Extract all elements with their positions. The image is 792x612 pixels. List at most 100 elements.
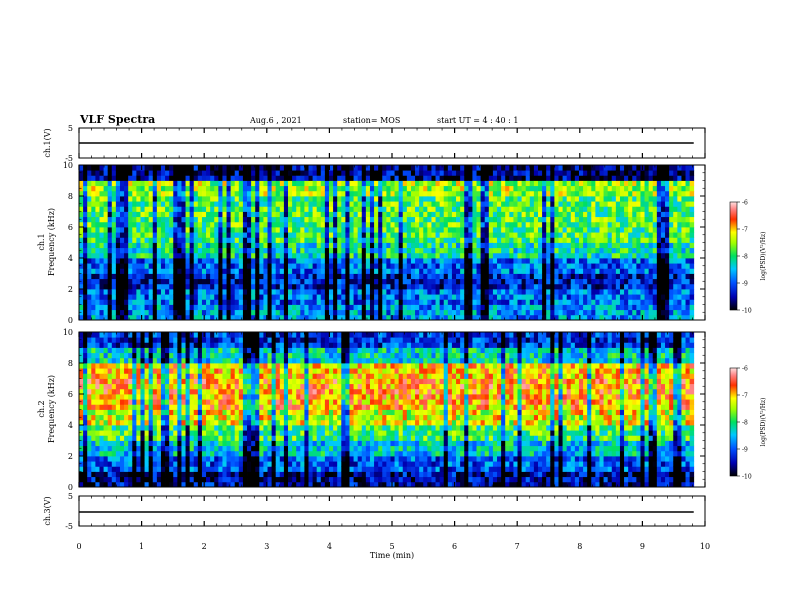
spectrogram-cell [230,227,236,233]
spectrogram-cell [304,170,309,176]
spectrogram-cell [251,252,256,259]
spectrogram-cell [472,289,477,295]
spectrogram-cell [349,201,354,207]
spectrogram-cell [665,216,670,223]
spectrogram-cell [468,185,473,192]
spectrogram-cell [165,227,170,233]
spectrogram-cell [640,283,645,290]
spectrogram-cell [394,190,400,197]
spectrogram-cell [193,299,199,305]
spectrogram-cell [517,268,523,274]
spectrogram-cell [247,273,252,280]
spectrogram-cell [468,289,473,295]
spectrogram-cell [283,216,289,223]
spectrogram-cell [624,196,629,202]
spectrogram-cell [99,378,104,385]
spectrogram-cell [456,180,461,187]
spectrogram-cell [574,268,580,274]
spectrogram-cell [587,206,592,212]
spectrogram-cell [341,196,346,202]
spectrogram-cell [103,206,109,212]
spectrogram-cell [218,206,223,212]
spectrogram-cell [247,175,252,181]
spectrogram-cell [79,273,84,280]
spectrogram-cell [550,211,555,218]
spectrogram-cell [353,185,359,192]
spectrogram-cell [566,252,572,259]
spectrogram-cell [308,242,313,249]
spectrogram-cell [439,294,445,300]
spectrogram-cell [464,237,469,243]
spectrogram-cell [542,294,547,300]
spectrogram-cell [124,242,129,249]
spectrogram-cell [103,170,109,176]
spectrogram-cell [595,273,600,280]
spectrogram-cell [242,196,248,202]
spectrogram-cell [308,190,313,197]
spectrogram-cell [628,304,633,311]
spectrogram-cell [271,175,277,181]
header-date: Aug.6 , 2021 [249,116,302,125]
spectrogram-cell [111,289,117,295]
spectrogram-cell [599,175,604,181]
spectrogram-cell [660,278,666,285]
spectrogram-cell [189,190,195,197]
spectrogram-cell [681,175,686,181]
spectrogram-cell [406,294,412,300]
spectrogram-cell [144,242,150,249]
spectrogram-cell [636,232,641,238]
spectrogram-cell [406,196,412,202]
spectrogram-cell [83,258,88,264]
spectrogram-cell [562,263,568,269]
spectrogram-cell [119,221,125,228]
spectrogram-cell [79,357,84,364]
spectrogram-cell [87,190,92,197]
spectrogram-cell [480,289,486,295]
spectrogram-cell [583,175,588,181]
spectrogram-cell [591,278,596,285]
spectrogram-cell [570,175,576,181]
spectrogram-cell [390,273,395,280]
ch1-spectrogram-ylabel-channel: ch.1 [37,233,46,250]
spectrogram-cell [140,299,145,305]
spectrogram-cell [324,170,330,176]
spectrogram-cell [83,304,88,311]
spectrogram-cell [312,175,318,181]
spectrogram-cell [439,227,445,233]
spectrogram-cell [132,206,137,212]
spectrogram-cell [275,263,281,269]
spectrogram-cell [660,237,666,243]
spectrogram-cell [128,206,133,212]
spectrogram-cell [316,180,322,187]
spectrogram-cell [345,216,350,223]
spectrogram-cell [189,263,195,269]
spectrogram-cell [263,263,268,269]
spectrogram-cell [406,263,412,269]
spectrogram-cell [480,252,486,259]
spectrogram-cell [558,232,563,238]
spectrogram-cell [136,232,141,238]
spectrogram-cell [431,196,436,202]
spectrogram-cell [267,216,273,223]
spectrogram-cell [398,165,404,171]
spectrogram-cell [206,294,211,300]
spectrogram-cell [472,263,477,269]
spectrogram-cell [124,252,129,259]
spectrogram-cell [353,278,359,285]
spectrogram-cell [242,170,248,176]
spectrogram-cell [443,221,449,228]
spectrogram-cell [681,170,686,176]
spectrogram-cell [566,278,572,285]
spectrogram-cell [316,165,322,171]
spectrogram-cell [587,170,592,176]
spectrogram-cell [279,206,285,212]
spectrogram-cell [369,185,375,192]
spectrogram-cell [316,201,322,207]
spectrogram-cell [513,221,518,228]
spectrogram-cell [595,268,600,274]
spectrogram-cell [181,242,186,249]
spectrogram-cell [591,206,596,212]
spectrogram-cell [550,268,555,274]
spectrogram-cell [292,185,297,192]
spectrogram-cell [324,299,330,305]
